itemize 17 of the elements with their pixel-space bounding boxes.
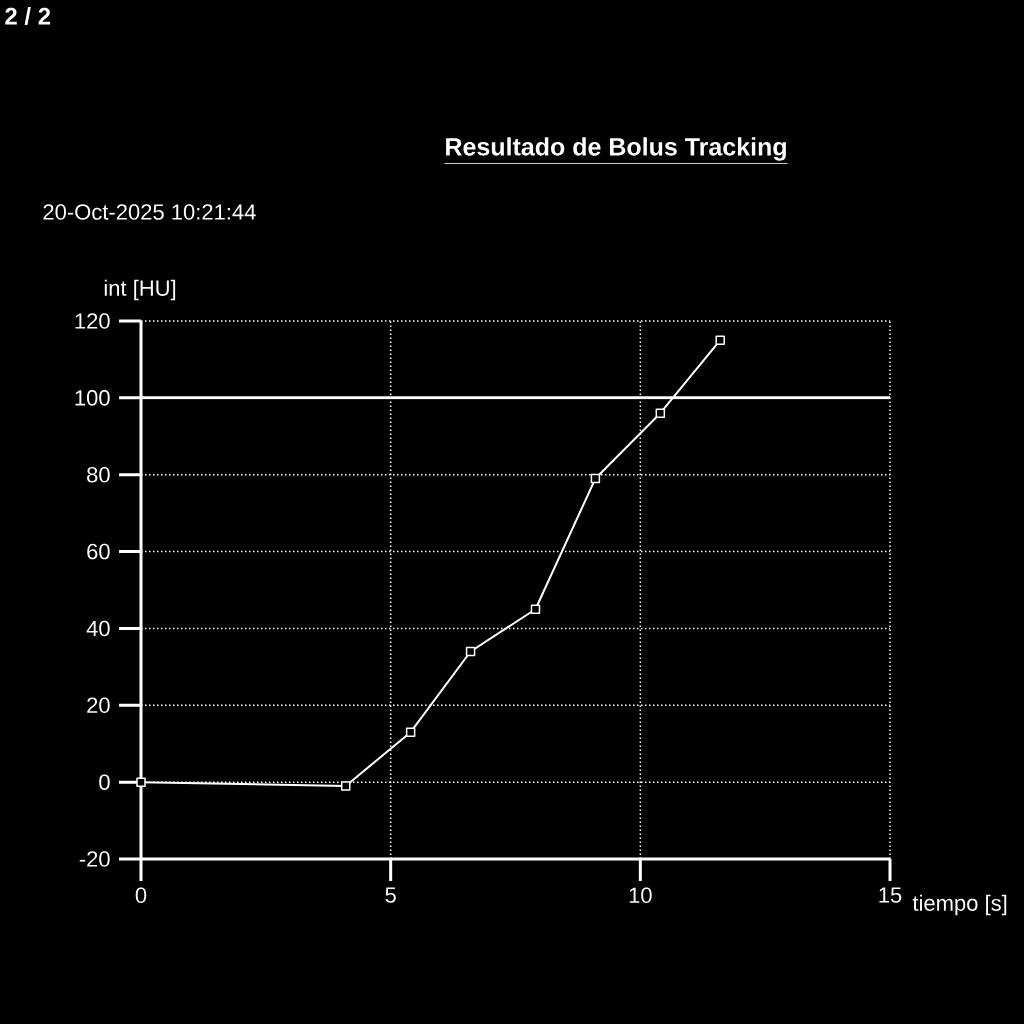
y-tick-label: 60 — [87, 543, 110, 560]
y-tick-label: 0 — [99, 774, 110, 790]
y-tick-label: 100 — [75, 390, 110, 406]
x-tick-label: 5 — [385, 887, 396, 903]
x-tick-label: 0 — [135, 887, 147, 903]
x-axis-title: tiempo [s] — [912, 894, 1007, 916]
x-tick-label: 10 — [629, 887, 652, 903]
text: 20-Oct-2025 10:21:44 — [43, 204, 256, 220]
y-tick-label: 20 — [87, 697, 110, 714]
y-tick-label: 80 — [87, 466, 110, 483]
x-tick-label: 15 — [879, 887, 902, 903]
y-tick-label: -20 — [79, 851, 110, 867]
y-tick-label: 40 — [86, 620, 110, 637]
y-axis-title: int [HU] — [104, 279, 176, 301]
y-tick-label: 120 — [75, 313, 110, 329]
chart-title: Resultado de Bolus Tracking — [446, 137, 786, 161]
text: 2 / 2 — [5, 7, 51, 25]
